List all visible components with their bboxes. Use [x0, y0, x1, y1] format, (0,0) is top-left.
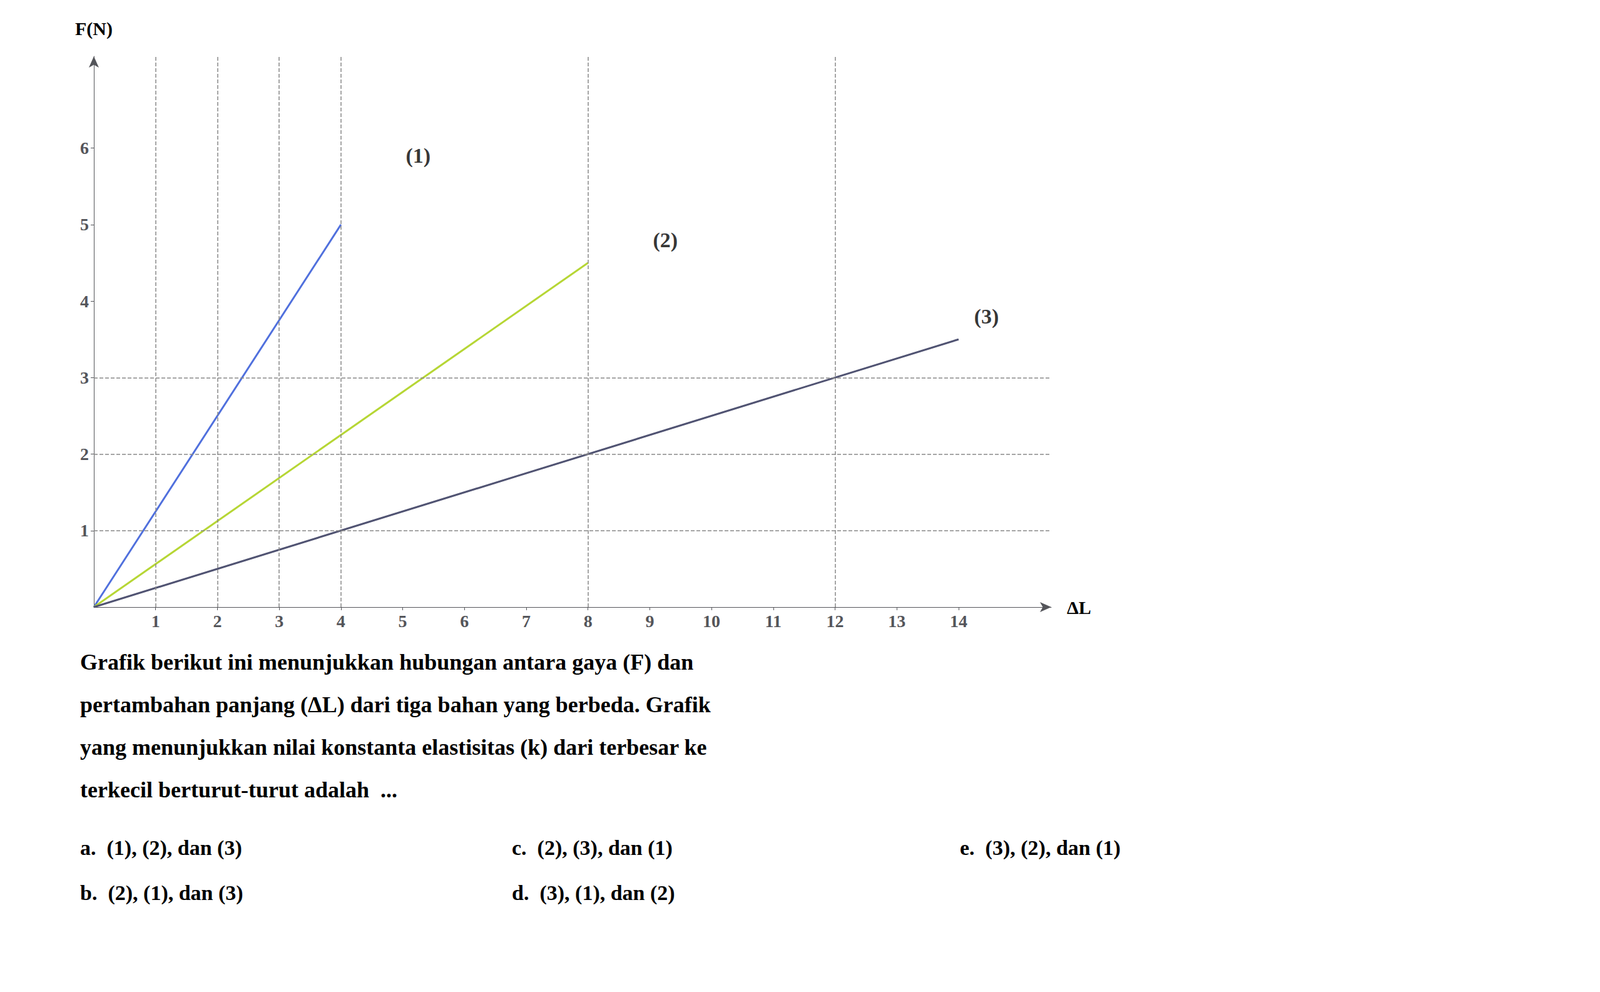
svg-text:5: 5 [398, 611, 408, 631]
svg-text:3: 3 [274, 611, 284, 631]
svg-text:14: 14 [949, 611, 968, 631]
svg-text:ΔL: ΔL [1066, 596, 1092, 618]
svg-text:6: 6 [459, 611, 469, 631]
svg-text:4: 4 [336, 611, 346, 631]
svg-text:pertambahan panjang (ΔL) dari: pertambahan panjang (ΔL) dari tiga bahan… [80, 692, 711, 718]
svg-text:(2): (2) [652, 228, 678, 253]
svg-text:3: 3 [80, 367, 89, 388]
svg-text:10: 10 [702, 611, 721, 631]
svg-text:Grafik berikut ini menunjukkan: Grafik berikut ini menunjukkan hubungan … [80, 649, 694, 675]
svg-text:a. (1), (2), dan (3): a. (1), (2), dan (3) [80, 835, 243, 860]
svg-text:6: 6 [80, 138, 89, 158]
svg-text:(3): (3) [974, 304, 1000, 329]
svg-text:1: 1 [80, 520, 89, 541]
svg-text:(1): (1) [406, 143, 432, 168]
svg-text:e. (3), (2), dan (1): e. (3), (2), dan (1) [959, 835, 1121, 860]
svg-text:F(N): F(N) [75, 18, 113, 40]
svg-text:4: 4 [80, 291, 89, 311]
svg-text:5: 5 [80, 214, 89, 235]
svg-text:d. (3), (1), dan (2): d. (3), (1), dan (2) [511, 881, 676, 905]
svg-text:1: 1 [151, 611, 161, 631]
svg-text:yang menunjukkan nilai konstan: yang menunjukkan nilai konstanta elastis… [80, 734, 708, 760]
svg-text:13: 13 [887, 611, 906, 631]
svg-text:11: 11 [765, 611, 782, 631]
svg-text:2: 2 [212, 611, 222, 631]
svg-text:terkecil berturut-turut adalah: terkecil berturut-turut adalah ... [80, 777, 398, 803]
svg-text:b. (2), (1), dan (3): b. (2), (1), dan (3) [80, 881, 244, 905]
svg-text:12: 12 [826, 611, 845, 631]
svg-text:7: 7 [521, 611, 531, 631]
svg-text:8: 8 [583, 611, 593, 631]
svg-text:2: 2 [80, 444, 89, 464]
svg-text:9: 9 [645, 611, 654, 631]
svg-text:c. (2), (3), dan (1): c. (2), (3), dan (1) [511, 835, 673, 860]
